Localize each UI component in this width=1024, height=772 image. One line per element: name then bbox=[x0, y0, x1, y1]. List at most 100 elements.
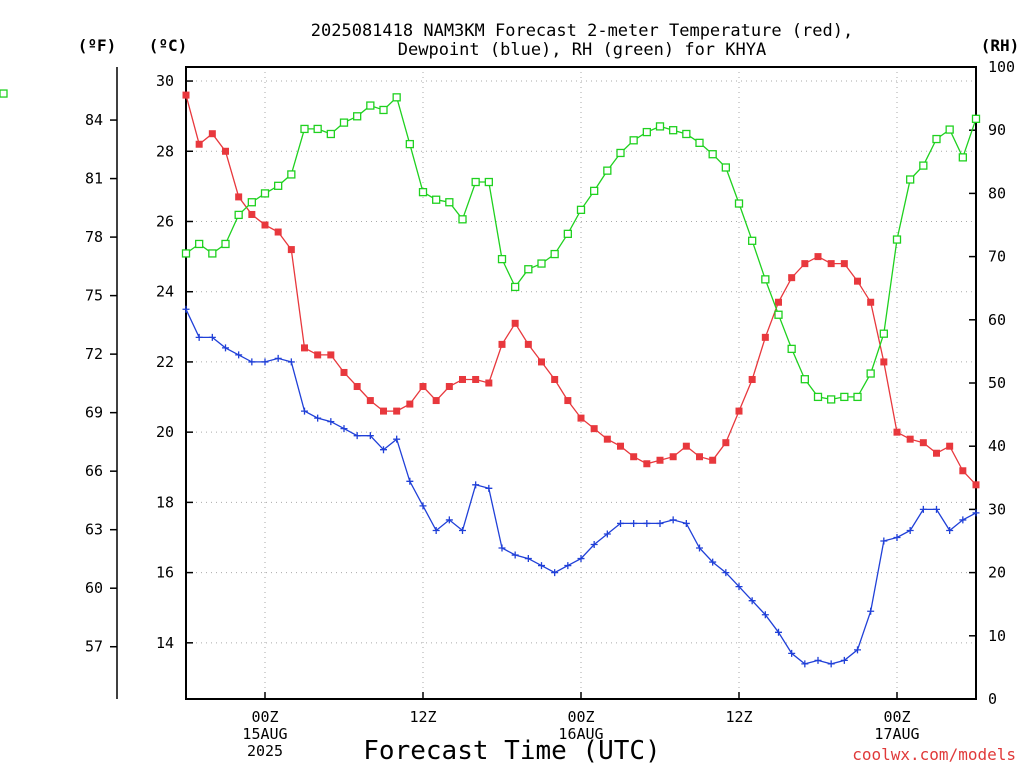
rh-point bbox=[221, 239, 230, 249]
rh-point bbox=[339, 118, 349, 127]
f-tick-label: 84 bbox=[85, 111, 103, 129]
c-tick-label: 16 bbox=[156, 564, 174, 582]
f-tick-label: 78 bbox=[85, 228, 103, 246]
f-tick-label: 81 bbox=[85, 170, 103, 188]
x-tick-label: 2025 bbox=[247, 742, 283, 760]
rh-point bbox=[906, 175, 915, 184]
chart-subtitle: Dewpoint (blue), RH (green) for KHYA bbox=[398, 40, 766, 60]
rh-point bbox=[879, 329, 888, 338]
dewpoint-point bbox=[301, 407, 308, 415]
rh-point bbox=[708, 150, 717, 159]
rh-tick-label: 70 bbox=[988, 248, 1006, 266]
temperature-point bbox=[735, 407, 743, 415]
dewpoint-point bbox=[656, 519, 664, 527]
rh-point bbox=[866, 369, 875, 378]
c-tick-label: 30 bbox=[156, 72, 174, 90]
temperature-point bbox=[801, 260, 809, 268]
rh-point bbox=[247, 198, 256, 207]
dewpoint-point bbox=[814, 656, 822, 664]
x-tick-label: 00Z bbox=[567, 708, 594, 726]
rh-point bbox=[629, 136, 638, 145]
c-tick-label: 26 bbox=[156, 212, 174, 230]
dewpoint-point bbox=[261, 358, 269, 366]
rh-point bbox=[669, 126, 678, 135]
c-tick-label: 20 bbox=[156, 423, 174, 441]
dewpoint-point bbox=[722, 569, 730, 577]
temperature-point bbox=[485, 379, 493, 387]
rh-point bbox=[0, 89, 8, 98]
rh-point bbox=[853, 392, 862, 402]
dewpoint-point bbox=[959, 516, 967, 524]
temperature-point bbox=[445, 383, 453, 391]
dewpoint-point bbox=[577, 555, 585, 563]
rh-tick-label: 80 bbox=[988, 184, 1006, 202]
rh-tick-label: 90 bbox=[988, 121, 1006, 139]
temperature-point bbox=[775, 298, 782, 306]
dewpoint-point bbox=[524, 555, 532, 563]
temperature-point bbox=[406, 400, 414, 408]
rh-point bbox=[787, 344, 796, 354]
rh-point bbox=[274, 181, 283, 190]
dewpoint-point bbox=[182, 305, 190, 313]
dewpoint-point bbox=[643, 519, 651, 527]
dewpoint-point bbox=[485, 484, 493, 492]
unit-label-f: (ºF) bbox=[78, 36, 117, 55]
dewpoint-point bbox=[748, 597, 756, 605]
rh-point bbox=[590, 186, 599, 196]
rh-point bbox=[721, 163, 730, 172]
rh-point bbox=[642, 127, 651, 137]
temperature-point bbox=[287, 246, 295, 254]
rh-point bbox=[695, 138, 704, 147]
temperature-point bbox=[248, 210, 256, 218]
dewpoint-point bbox=[630, 519, 638, 527]
temperature-point bbox=[603, 435, 611, 443]
rh-point bbox=[300, 124, 309, 134]
temperature-point bbox=[393, 407, 401, 415]
temperature-point bbox=[814, 253, 822, 261]
temperature-point bbox=[498, 340, 506, 348]
rh-tick-label: 0 bbox=[988, 690, 997, 708]
rh-point bbox=[432, 195, 441, 204]
rh-point bbox=[181, 249, 191, 258]
temperature-point bbox=[788, 274, 796, 282]
dewpoint-point bbox=[353, 432, 361, 440]
rh-point bbox=[524, 265, 533, 274]
temperature-line bbox=[185, 94, 977, 486]
f-tick-label: 75 bbox=[85, 287, 103, 305]
dewpoint-point bbox=[669, 516, 677, 524]
rh-point bbox=[260, 189, 270, 198]
rh-point bbox=[326, 129, 335, 139]
rh-point bbox=[813, 392, 823, 402]
f-tick-label: 60 bbox=[85, 579, 103, 597]
temperature-point bbox=[340, 368, 348, 376]
rh-point bbox=[734, 199, 744, 208]
dewpoint-point bbox=[840, 656, 848, 664]
rh-point bbox=[418, 187, 428, 197]
rh-point bbox=[445, 198, 454, 207]
rh-point bbox=[484, 177, 493, 187]
temperature-point bbox=[617, 442, 624, 450]
dewpoint-point bbox=[287, 358, 295, 366]
temperature-point bbox=[827, 260, 835, 268]
rh-point bbox=[919, 161, 928, 170]
grid-layer bbox=[186, 67, 976, 699]
rh-point bbox=[576, 205, 586, 214]
rh-point bbox=[353, 112, 362, 121]
dewpoint-point bbox=[775, 628, 782, 636]
temperature-point bbox=[972, 481, 980, 489]
x-tick-label: 15AUG bbox=[242, 725, 287, 743]
rh-tick-label: 100 bbox=[988, 58, 1015, 76]
rh-point bbox=[840, 392, 849, 402]
temperature-point bbox=[709, 456, 717, 464]
dewpoint-point bbox=[590, 541, 598, 549]
temperature-point bbox=[261, 221, 269, 229]
rh-point bbox=[537, 259, 546, 268]
temperature-point bbox=[235, 193, 243, 201]
rh-point bbox=[392, 93, 401, 102]
f-tick-label: 63 bbox=[85, 521, 103, 539]
dewpoint-point bbox=[946, 526, 954, 534]
temperature-point bbox=[946, 442, 954, 450]
rh-tick-label: 40 bbox=[988, 437, 1006, 455]
temperature-point bbox=[630, 453, 638, 461]
